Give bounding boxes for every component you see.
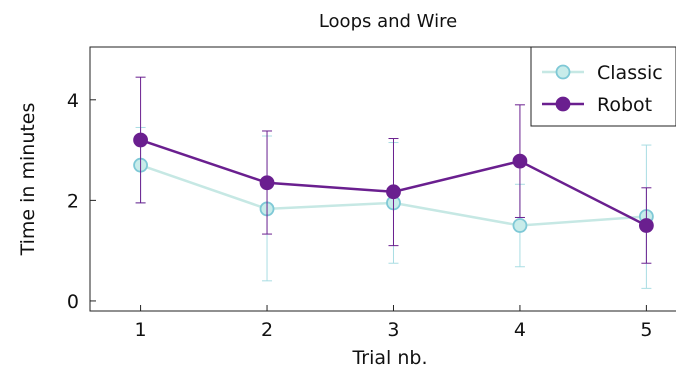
legend: Classic Robot bbox=[530, 46, 676, 127]
legend-robot-label: Robot bbox=[597, 94, 652, 116]
x-tick-label: 3 bbox=[387, 319, 399, 341]
y-tick-label: 0 bbox=[67, 291, 79, 313]
data-point bbox=[638, 218, 654, 233]
x-axis: 1 2 3 4 5 bbox=[135, 305, 652, 341]
x-tick-label: 4 bbox=[514, 319, 526, 341]
series-layer bbox=[133, 76, 654, 289]
legend-robot-marker bbox=[555, 96, 571, 112]
data-point bbox=[259, 175, 275, 191]
series-robot bbox=[133, 76, 654, 264]
legend-box bbox=[530, 46, 676, 127]
data-point bbox=[386, 184, 401, 200]
x-tick-label: 2 bbox=[261, 319, 273, 341]
y-axis-label: Time in minutes bbox=[17, 103, 39, 257]
y-axis: 0 2 4 bbox=[67, 90, 96, 313]
data-point bbox=[512, 153, 528, 169]
x-axis-label: Trial nb. bbox=[351, 347, 427, 369]
y-tick-label: 2 bbox=[67, 190, 79, 212]
legend-classic-marker bbox=[555, 64, 571, 80]
legend-classic-label: Classic bbox=[597, 62, 663, 84]
y-tick-label: 4 bbox=[67, 90, 79, 112]
x-tick-label: 1 bbox=[135, 319, 147, 341]
x-tick-label: 5 bbox=[640, 319, 652, 341]
data-point bbox=[512, 218, 528, 233]
plot-frame bbox=[89, 46, 676, 312]
data-point bbox=[133, 132, 148, 148]
chart-title: Loops and Wire bbox=[319, 11, 457, 32]
